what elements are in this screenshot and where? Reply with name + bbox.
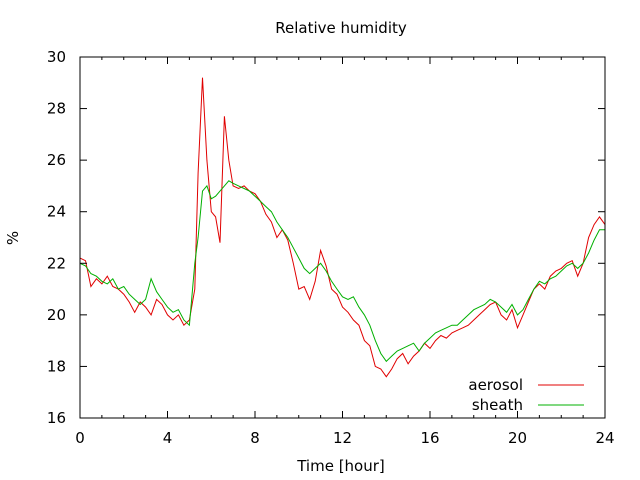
y-tick-label: 22 [47, 254, 66, 272]
y-axis-label: % [4, 231, 22, 245]
y-tick-label: 26 [47, 151, 66, 169]
x-axis-ticks: 0 4 8 12 16 20 24 [75, 57, 615, 447]
x-tick-label: 0 [75, 429, 85, 447]
y-tick-label: 18 [47, 357, 66, 375]
x-tick-label: 4 [163, 429, 173, 447]
y-axis-ticks: 16 18 20 22 24 26 28 30 [47, 48, 605, 427]
x-tick-label: 12 [333, 429, 352, 447]
chart-title: Relative humidity [275, 19, 407, 37]
x-tick-label: 16 [420, 429, 439, 447]
series-line-sheath [79, 180, 605, 363]
x-tick-label: 8 [250, 429, 260, 447]
x-tick-label: 20 [508, 429, 527, 447]
legend: aerosol sheath [468, 376, 584, 414]
legend-label-aerosol: aerosol [468, 376, 523, 394]
x-tick-label: 24 [595, 429, 614, 447]
y-tick-label: 30 [47, 48, 66, 66]
series-line-aerosol [79, 77, 606, 378]
y-tick-label: 16 [47, 409, 66, 427]
series-layer [79, 77, 606, 378]
x-axis-label: Time [hour] [296, 457, 385, 475]
legend-label-sheath: sheath [472, 396, 523, 414]
y-tick-label: 20 [47, 306, 66, 324]
y-tick-label: 24 [47, 203, 66, 221]
y-tick-label: 28 [47, 100, 66, 118]
